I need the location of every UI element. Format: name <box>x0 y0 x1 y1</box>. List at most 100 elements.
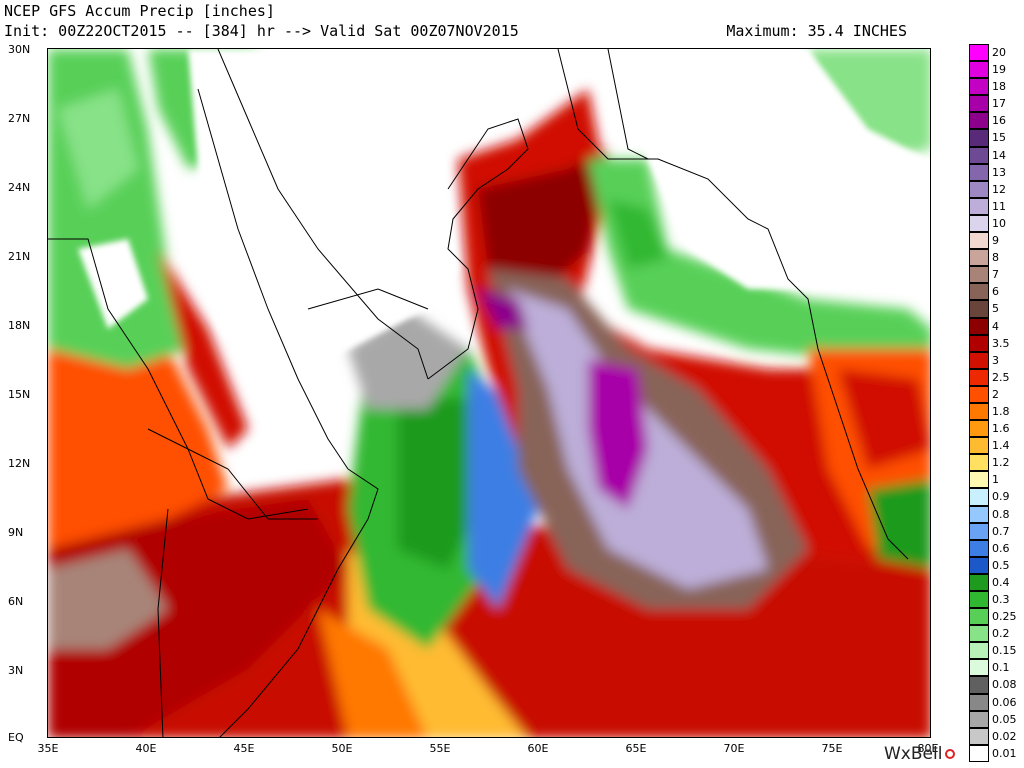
legend-label: 0.8 <box>992 507 1010 521</box>
yemen-saudi-border <box>307 288 429 310</box>
legend-label: 8 <box>992 251 999 265</box>
legend-label: 19 <box>992 63 1006 77</box>
legend-row: 6 <box>969 283 1017 301</box>
legend-swatch <box>969 112 989 130</box>
red-sea-coast-east <box>217 49 429 380</box>
legend-swatch <box>969 727 989 745</box>
legend-label: 20 <box>992 46 1006 59</box>
legend-row: 20 <box>969 44 1017 62</box>
wxbell-logo: WxBell <box>884 744 956 764</box>
legend-label: 10 <box>992 216 1006 230</box>
legend-row: 0.8 <box>969 505 1017 523</box>
legend-row: 0.4 <box>969 573 1017 591</box>
legend-label: 15 <box>992 131 1006 145</box>
lon-tick-50e: 50E <box>331 742 353 755</box>
legend-swatch <box>969 676 989 694</box>
lon-tick-80e: 80E <box>917 742 939 755</box>
legend-swatch <box>969 180 989 198</box>
legend-label: 0.25 <box>992 610 1017 624</box>
legend-row: 19 <box>969 61 1017 79</box>
legend-swatch <box>969 402 989 421</box>
legend-swatch <box>969 625 989 643</box>
legend-label: 11 <box>992 199 1006 213</box>
legend-row: 10 <box>969 214 1017 233</box>
legend-swatch <box>969 642 989 660</box>
legend-swatch <box>969 573 989 591</box>
lon-tick-65e: 65E <box>625 742 647 755</box>
legend-swatch <box>969 95 989 113</box>
legend-swatch <box>969 556 989 574</box>
lat-tick-27n: 27N <box>8 112 31 125</box>
legend-swatch <box>969 539 989 557</box>
somaliland-border <box>147 428 318 520</box>
precip-map <box>47 48 931 738</box>
legend-label: 0.01 <box>992 746 1017 760</box>
legend-label: 1.4 <box>992 439 1010 453</box>
legend-swatch <box>969 659 989 677</box>
legend-label: 17 <box>992 97 1006 111</box>
legend-swatch <box>969 300 989 318</box>
legend-swatch <box>969 437 989 455</box>
legend-swatch <box>969 163 989 181</box>
legend-row: 12 <box>969 180 1017 198</box>
legend-label: 0.08 <box>992 678 1017 692</box>
legend-row: 0.25 <box>969 608 1017 626</box>
legend-swatch <box>969 232 989 250</box>
precip-map-svg <box>48 49 930 737</box>
lon-tick-55e: 55E <box>429 742 451 755</box>
legend-row: 9 <box>969 232 1017 250</box>
legend-swatch <box>969 78 989 96</box>
legend-row: 0.08 <box>969 676 1017 694</box>
legend-row: 0.3 <box>969 591 1017 609</box>
legend-row: 2.5 <box>969 368 1017 386</box>
legend-swatch <box>969 351 989 369</box>
lat-tick-30n: 30N <box>8 43 31 56</box>
legend-swatch <box>969 488 989 506</box>
lat-tick-21n: 21N <box>8 250 31 263</box>
lat-tick-eq: EQ <box>8 731 24 744</box>
map-title: NCEP GFS Accum Precip [inches] <box>4 2 275 20</box>
legend-row: 0.9 <box>969 488 1017 506</box>
legend-label: 0.3 <box>992 593 1010 606</box>
legend-label: 14 <box>992 148 1006 162</box>
legend-row: 5 <box>969 300 1017 318</box>
legend-label: 2 <box>992 387 999 401</box>
legend-row: 15 <box>969 129 1017 147</box>
lat-tick-3n: 3N <box>8 664 24 677</box>
legend-row: 0.01 <box>969 744 1017 762</box>
legend-label: 18 <box>992 80 1006 94</box>
arabia-south-coast <box>427 118 529 380</box>
legend-row: 1 <box>969 471 1017 489</box>
legend-label: 3.5 <box>992 336 1010 350</box>
legend-swatch <box>969 522 989 540</box>
legend-swatch <box>969 266 989 284</box>
legend-swatch <box>969 591 989 609</box>
lon-tick-75e: 75E <box>821 742 843 755</box>
legend-row: 1.6 <box>969 420 1017 438</box>
legend-label: 6 <box>992 285 999 299</box>
legend-swatch <box>969 710 989 728</box>
legend-row: 18 <box>969 78 1017 96</box>
legend-swatch <box>969 368 989 386</box>
legend-label: 1.6 <box>992 422 1010 436</box>
legend-swatch <box>969 317 989 335</box>
legend-swatch <box>969 197 989 215</box>
lon-tick-40e: 40E <box>135 742 157 755</box>
legend-swatch <box>969 505 989 523</box>
legend-row: 1.4 <box>969 437 1017 455</box>
legend-swatch <box>969 454 989 472</box>
precip-field <box>48 49 930 737</box>
lon-tick-60e: 60E <box>527 742 549 755</box>
legend-label: 0.02 <box>992 729 1017 743</box>
legend-label: 12 <box>992 182 1006 196</box>
legend-label: 16 <box>992 114 1006 128</box>
legend-row: 0.5 <box>969 556 1017 574</box>
legend-label: 0.2 <box>992 627 1010 641</box>
lat-tick-6n: 6N <box>8 595 24 608</box>
boundaries <box>48 49 909 737</box>
legend-row: 14 <box>969 146 1017 164</box>
legend-swatch <box>969 61 989 79</box>
legend-row: 0.1 <box>969 659 1017 677</box>
legend-label: 7 <box>992 268 999 282</box>
legend-label: 5 <box>992 302 999 316</box>
